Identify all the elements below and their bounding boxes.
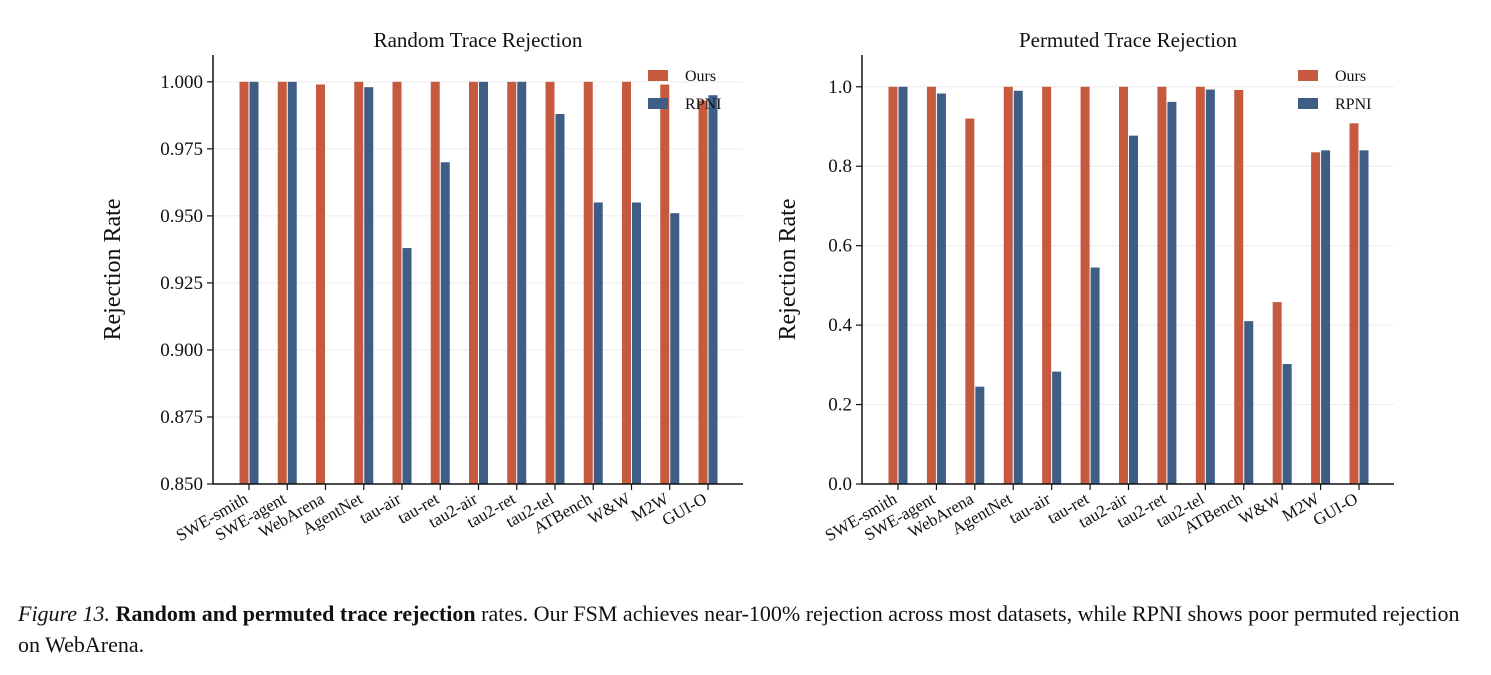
y-tick-label: 1.0 — [828, 77, 852, 98]
bar-rpni — [364, 87, 374, 485]
bar-rpni — [975, 386, 985, 484]
x-tick-label: GUI-O — [659, 489, 710, 530]
bar-rpni — [1359, 150, 1369, 485]
legend-swatch-rpni — [648, 98, 668, 109]
bar-rpni — [670, 213, 680, 484]
chart-title: Random Trace Rejection — [374, 28, 583, 52]
x-tick-label: GUI-O — [1310, 489, 1361, 530]
bar-rpni — [1244, 321, 1254, 484]
bar-rpni — [1090, 267, 1100, 484]
bar-ours — [1272, 302, 1282, 484]
x-tick-label: tau-air — [356, 489, 404, 528]
bar-rpni — [632, 202, 641, 484]
bar-ours — [1349, 123, 1359, 485]
bar-rpni — [898, 86, 908, 485]
bar-ours — [239, 81, 249, 484]
figure-charts: 0.8500.8750.9000.9250.9500.9751.000SWE-s… — [100, 28, 1394, 545]
bar-rpni — [1167, 101, 1177, 484]
bar-ours — [469, 81, 478, 484]
y-tick-label: 0.925 — [160, 273, 203, 294]
chart-title: Permuted Trace Rejection — [1019, 28, 1238, 52]
bar-ours — [1042, 86, 1052, 485]
legend-label-ours: Ours — [685, 68, 716, 85]
legend-swatch-ours — [648, 70, 668, 81]
permuted-rejection-chart: 0.00.20.40.60.81.0SWE-smithSWE-agentWebA… — [775, 28, 1394, 545]
bar-rpni — [555, 113, 565, 485]
x-tick-label: tau-air — [1006, 489, 1054, 528]
bar-rpni — [249, 81, 259, 484]
bar-ours — [660, 84, 670, 485]
bar-rpni — [479, 81, 488, 484]
bar-rpni — [287, 81, 297, 484]
bar-rpni — [593, 202, 603, 484]
y-tick-label: 0.900 — [160, 340, 203, 361]
caption-bold-text: Random and permuted trace rejection — [115, 601, 476, 626]
x-tick-label: W&W — [1235, 489, 1285, 529]
y-tick-label: 0.6 — [828, 236, 852, 257]
bar-rpni — [440, 162, 450, 484]
y-tick-label: 0.8 — [828, 156, 852, 177]
y-tick-label: 0.875 — [160, 407, 203, 428]
bar-rpni — [1282, 364, 1292, 484]
caption-text: rates. Our FSM achieves near-100% reject… — [18, 601, 1460, 657]
bar-rpni — [1052, 371, 1062, 484]
y-tick-label: 0.4 — [828, 315, 852, 336]
bar-ours — [1003, 86, 1013, 485]
bar-rpni — [402, 248, 412, 484]
bar-rpni — [1129, 135, 1138, 484]
y-tick-label: 0.850 — [160, 474, 203, 495]
y-tick-label: 0.2 — [828, 395, 852, 416]
bar-ours — [622, 81, 631, 484]
bar-ours — [888, 86, 898, 485]
legend-swatch-ours — [1298, 70, 1318, 81]
bar-ours — [1119, 86, 1128, 485]
y-axis-label: Rejection Rate — [775, 199, 801, 341]
bar-ours — [277, 81, 287, 484]
bar-ours — [698, 100, 708, 485]
bar-ours — [926, 86, 936, 485]
bar-rpni — [1205, 89, 1215, 484]
bar-ours — [583, 81, 593, 484]
bar-ours — [1157, 86, 1167, 485]
legend-swatch-rpni — [1298, 98, 1318, 109]
y-tick-label: 0.0 — [828, 474, 852, 495]
legend-label-ours: Ours — [1335, 68, 1366, 85]
bar-rpni — [517, 81, 527, 484]
y-tick-label: 1.000 — [160, 72, 203, 93]
figure-label: Figure 13. — [18, 601, 111, 626]
bar-ours — [965, 118, 975, 485]
y-tick-label: 0.975 — [160, 139, 203, 160]
bar-ours — [507, 81, 517, 484]
legend-label-rpni: RPNI — [685, 96, 721, 113]
bar-rpni — [708, 95, 718, 484]
bar-ours — [316, 84, 325, 485]
y-tick-label: 0.950 — [160, 206, 203, 227]
bar-ours — [1234, 89, 1244, 484]
random-rejection-chart: 0.8500.8750.9000.9250.9500.9751.000SWE-s… — [100, 28, 743, 545]
bar-ours — [545, 81, 555, 484]
bar-rpni — [936, 93, 946, 485]
bar-rpni — [1321, 150, 1331, 485]
bar-ours — [392, 81, 402, 484]
figure-caption: Figure 13. Random and permuted trace rej… — [18, 598, 1478, 660]
bar-ours — [1080, 86, 1090, 485]
bar-ours — [430, 81, 440, 484]
bar-ours — [1195, 86, 1205, 485]
legend-label-rpni: RPNI — [1335, 96, 1371, 113]
bar-ours — [1311, 152, 1321, 484]
bar-ours — [354, 81, 364, 484]
y-axis-label: Rejection Rate — [100, 199, 126, 341]
bar-rpni — [1013, 90, 1023, 484]
